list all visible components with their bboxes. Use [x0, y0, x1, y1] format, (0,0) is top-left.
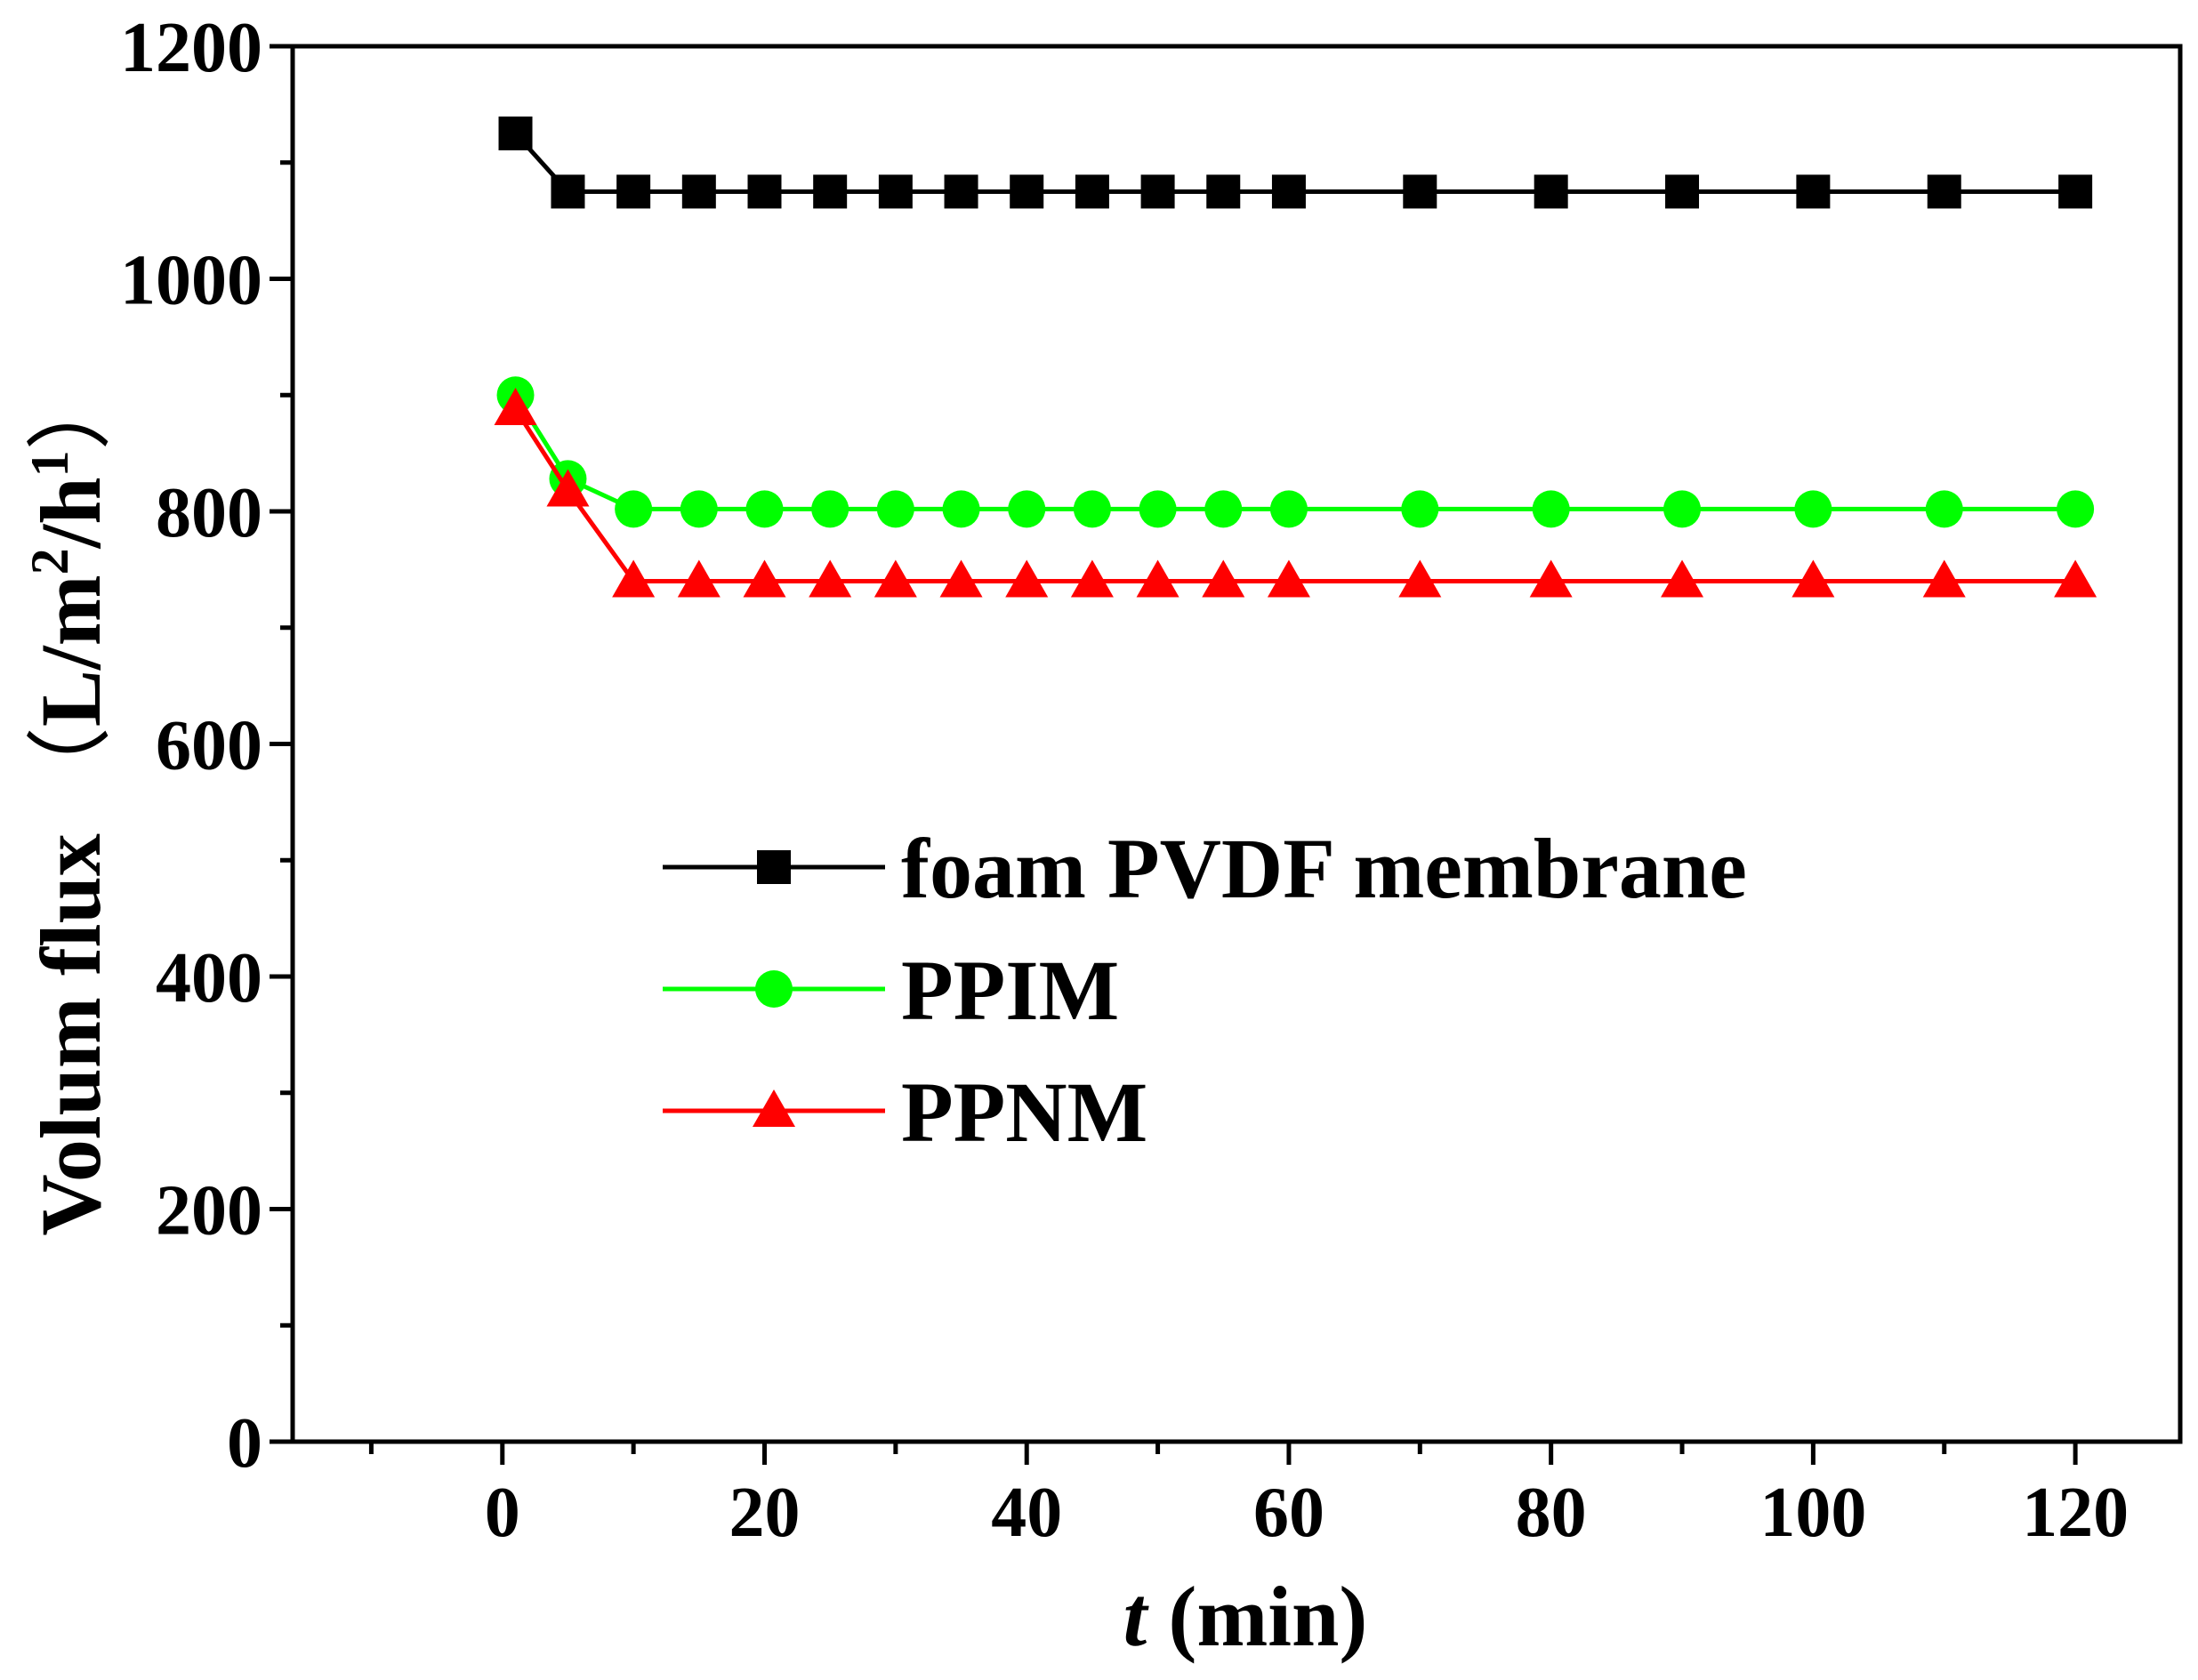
y-tick-label: 1000	[120, 242, 262, 320]
data-point-triangle	[809, 559, 852, 598]
data-point-circle	[1532, 490, 1570, 528]
x-tick-label: 100	[1759, 1474, 1866, 1552]
data-point-triangle	[1202, 559, 1245, 598]
legend-label: PPIM	[901, 943, 1119, 1038]
data-point-square	[681, 174, 716, 209]
y-axis-title: Volum flux （L/m2/h1）	[20, 365, 118, 1235]
data-point-triangle	[612, 559, 656, 598]
data-point-circle	[1008, 490, 1046, 528]
data-point-circle	[1269, 490, 1308, 528]
data-point-triangle	[743, 559, 786, 598]
data-point-square	[551, 174, 585, 209]
data-point-circle	[1663, 490, 1702, 528]
data-point-square	[1206, 174, 1241, 209]
data-point-square	[813, 174, 848, 209]
data-point-triangle	[874, 559, 917, 598]
data-point-circle	[745, 490, 784, 528]
data-point-square	[1796, 174, 1831, 209]
data-point-triangle	[1136, 559, 1180, 598]
data-point-square	[1927, 174, 1961, 209]
data-point-circle	[2057, 490, 2095, 528]
y-tick-label: 400	[156, 939, 262, 1017]
data-point-triangle	[677, 559, 721, 598]
data-point-triangle	[1529, 559, 1573, 598]
data-point-circle	[811, 490, 849, 528]
data-point-square	[1403, 174, 1437, 209]
data-point-square	[1140, 174, 1175, 209]
data-point-square	[1665, 174, 1700, 209]
legend-label: PPNM	[901, 1065, 1147, 1160]
data-point-circle	[876, 490, 914, 528]
data-point-triangle	[1070, 559, 1114, 598]
legend-marker-triangle	[753, 1089, 795, 1127]
x-tick-label: 40	[991, 1474, 1062, 1552]
data-point-square	[1010, 174, 1044, 209]
legend-label: foam PVDF membrane	[901, 821, 1747, 916]
data-point-circle	[615, 490, 653, 528]
data-point-triangle	[1005, 559, 1049, 598]
data-point-circle	[1794, 490, 1832, 528]
data-point-circle	[1139, 490, 1177, 528]
x-tick-label: 0	[485, 1474, 520, 1552]
data-point-square	[747, 174, 782, 209]
data-point-triangle	[2054, 559, 2097, 598]
data-point-triangle	[1922, 559, 1966, 598]
plot-frame	[290, 44, 2183, 1444]
data-point-circle	[1925, 490, 1963, 528]
data-point-square	[616, 174, 651, 209]
data-point-square	[944, 174, 978, 209]
x-tick-label: 60	[1253, 1474, 1324, 1552]
y-tick-label: 1200	[120, 9, 262, 87]
data-point-circle	[680, 490, 718, 528]
data-point-triangle	[546, 469, 590, 507]
y-tick-label: 800	[156, 474, 262, 552]
x-tick-label: 120	[2022, 1474, 2129, 1552]
data-point-square	[498, 117, 533, 151]
data-point-square	[1075, 174, 1109, 209]
x-axis-title: t (min)	[1123, 1569, 1368, 1664]
data-point-circle	[942, 490, 980, 528]
legend-marker-circle	[755, 970, 793, 1008]
data-point-square	[2058, 174, 2093, 209]
data-point-circle	[1204, 490, 1243, 528]
legend-marker-square	[757, 850, 791, 884]
data-point-circle	[1073, 490, 1111, 528]
data-point-triangle	[1791, 559, 1835, 598]
data-point-triangle	[1267, 559, 1310, 598]
data-point-square	[1271, 174, 1306, 209]
x-tick-label: 20	[729, 1474, 801, 1552]
data-point-square	[878, 174, 913, 209]
data-point-triangle	[1398, 559, 1442, 598]
y-tick-label: 200	[156, 1172, 262, 1250]
y-tick-label: 600	[156, 707, 262, 785]
data-point-circle	[1401, 490, 1439, 528]
data-point-triangle	[939, 559, 983, 598]
data-point-triangle	[1661, 559, 1704, 598]
y-tick-label: 0	[227, 1404, 262, 1483]
data-point-square	[1534, 174, 1568, 209]
data-point-triangle	[494, 387, 537, 425]
x-tick-label: 80	[1516, 1474, 1587, 1552]
